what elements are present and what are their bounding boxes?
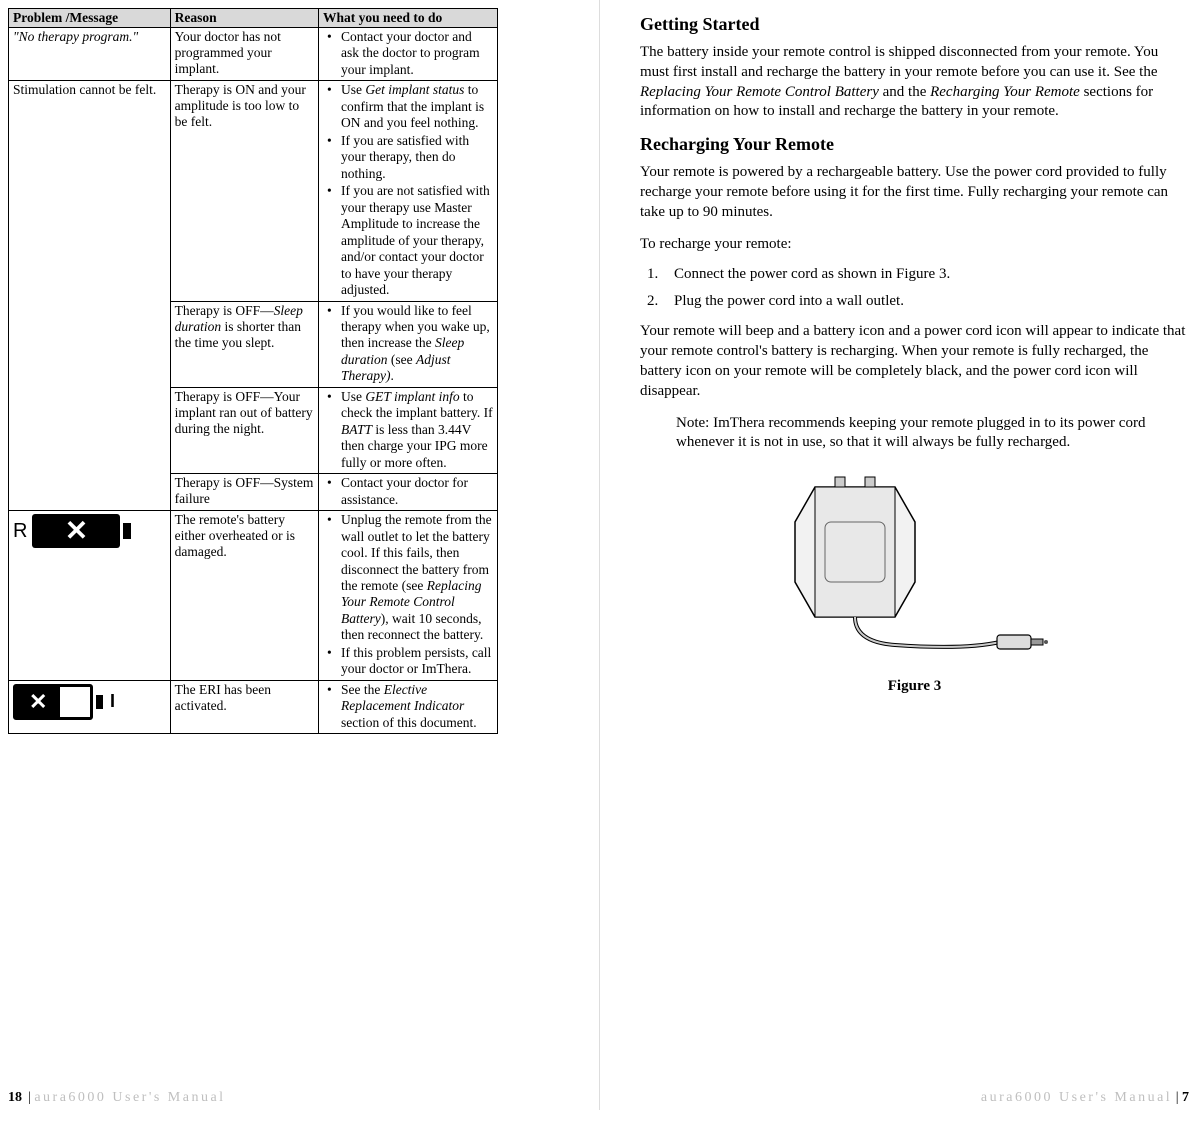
cell-action: Unplug the remote from the wall outlet t… xyxy=(318,511,497,681)
cell-reason: The remote's battery either overheated o… xyxy=(170,511,318,681)
para-recharge-2: To recharge your remote: xyxy=(640,235,1189,255)
para-recharge-3: Your remote will beep and a battery icon… xyxy=(640,322,1189,401)
cell-action: Use GET implant info to check the implan… xyxy=(318,387,497,473)
action-item: If you are satisfied with your therapy, … xyxy=(341,133,493,182)
footer-text: aura6000 User's Manual xyxy=(981,1090,1172,1105)
step-2: Plug the power cord into a wall outlet. xyxy=(662,293,1189,310)
troubleshooting-table: Problem /Message Reason What you need to… xyxy=(8,8,498,734)
cell-problem: R✕ xyxy=(9,511,171,681)
page-number: 18 xyxy=(8,1090,22,1105)
cell-action: Contact your doctor and ask the doctor t… xyxy=(318,28,497,81)
table-header-row: Problem /Message Reason What you need to… xyxy=(9,9,498,28)
action-item: Contact your doctor for assistance. xyxy=(341,475,493,508)
action-item: If you would like to feel therapy when y… xyxy=(341,303,493,385)
cell-reason: Therapy is OFF—System failure xyxy=(170,474,318,511)
cell-reason: The ERI has been activated. xyxy=(170,680,318,733)
table-row: Stimulation cannot be felt.Therapy is ON… xyxy=(9,81,498,301)
cell-reason: Therapy is OFF—Your implant ran out of b… xyxy=(170,387,318,473)
action-item: Use GET implant info to check the implan… xyxy=(341,389,493,471)
remote-battery-icon: R✕ xyxy=(13,512,166,548)
footer-right: aura6000 User's Manual | 7 xyxy=(981,1090,1189,1106)
table-row: "No therapy program."Your doctor has not… xyxy=(9,28,498,81)
action-item: Unplug the remote from the wall outlet t… xyxy=(341,512,493,644)
table-row: ✕IThe ERI has been activated. See the Ele… xyxy=(9,680,498,733)
heading-recharging: Recharging Your Remote xyxy=(640,134,1189,155)
figure-caption: Figure 3 xyxy=(640,678,1189,695)
para-recharge-1: Your remote is powered by a rechargeable… xyxy=(640,163,1189,222)
page-left: Problem /Message Reason What you need to… xyxy=(0,0,599,1110)
cell-problem: ✕I xyxy=(9,680,171,733)
power-cord-illustration xyxy=(765,467,1065,667)
action-item: If you are not satisfied with your thera… xyxy=(341,183,493,298)
note-text: Note: ImThera recommends keeping your re… xyxy=(676,414,1156,454)
col-problem: Problem /Message xyxy=(9,9,171,28)
cell-problem: Stimulation cannot be felt. xyxy=(9,81,171,511)
recharge-steps: Connect the power cord as shown in Figur… xyxy=(640,266,1189,310)
cell-problem: "No therapy program." xyxy=(9,28,171,81)
cell-reason: Therapy is ON and your amplitude is too … xyxy=(170,81,318,301)
heading-getting-started: Getting Started xyxy=(640,14,1189,35)
cell-action: See the Elective Replacement Indicator s… xyxy=(318,680,497,733)
action-item: Contact your doctor and ask the doctor t… xyxy=(341,29,493,78)
action-item: If this problem persists, call your doct… xyxy=(341,645,493,678)
footer-text: aura6000 User's Manual xyxy=(34,1090,225,1105)
cell-reason: Your doctor has not programmed your impl… xyxy=(170,28,318,81)
table-row: R✕The remote's battery either overheated… xyxy=(9,511,498,681)
page-number: 7 xyxy=(1182,1090,1189,1105)
para-intro: The battery inside your remote control i… xyxy=(640,43,1189,122)
col-action: What you need to do xyxy=(318,9,497,28)
footer-left: 18 | aura6000 User's Manual xyxy=(8,1090,226,1106)
page-right: Getting Started The battery inside your … xyxy=(600,0,1199,1110)
col-reason: Reason xyxy=(170,9,318,28)
action-item: See the Elective Replacement Indicator s… xyxy=(341,682,493,731)
step-1: Connect the power cord as shown in Figur… xyxy=(662,266,1189,283)
page-spread: Problem /Message Reason What you need to… xyxy=(0,0,1199,1110)
cell-action: If you would like to feel therapy when y… xyxy=(318,301,497,387)
figure-3: Figure 3 xyxy=(640,467,1189,695)
cell-action: Contact your doctor for assistance. xyxy=(318,474,497,511)
cell-reason: Therapy is OFF—Sleep duration is shorter… xyxy=(170,301,318,387)
eri-battery-icon: ✕I xyxy=(13,682,166,720)
cell-action: Use Get implant status to confirm that t… xyxy=(318,81,497,301)
action-item: Use Get implant status to confirm that t… xyxy=(341,82,493,131)
